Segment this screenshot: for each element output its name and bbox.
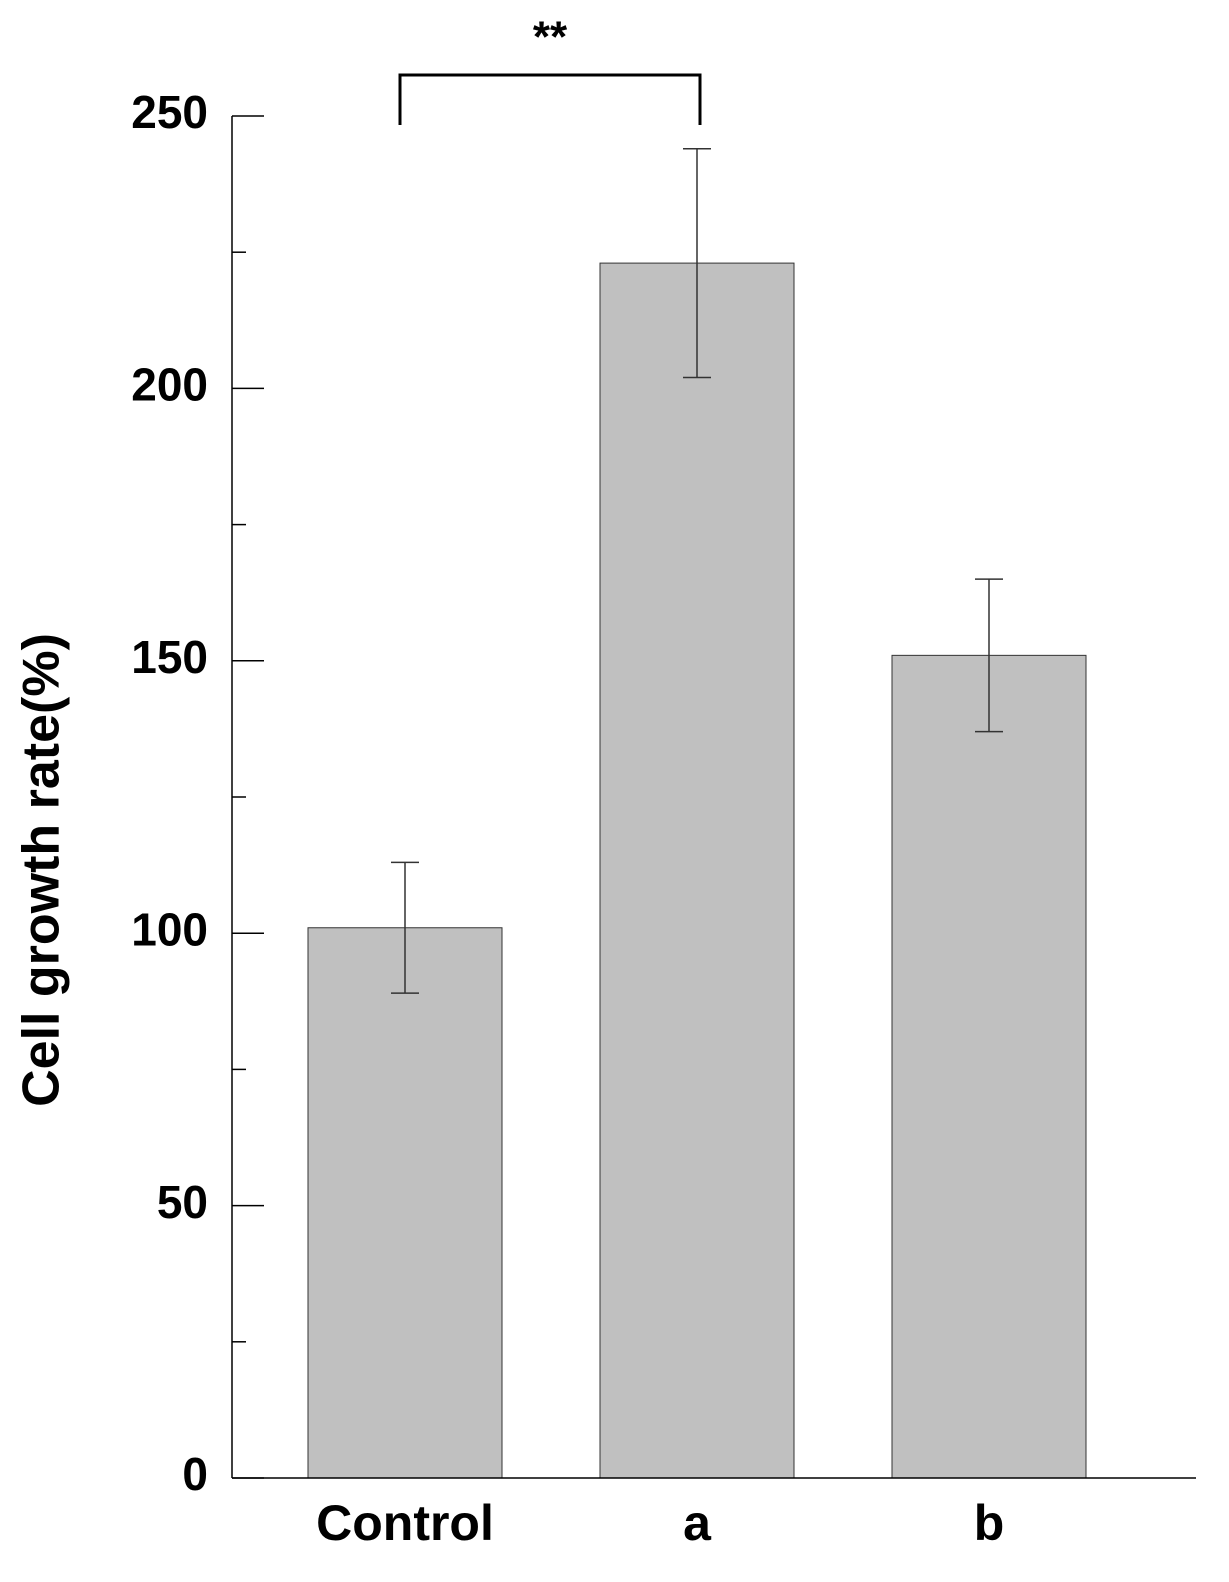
bar (891, 654, 1087, 1479)
significance-bracket (398, 73, 702, 125)
y-tick-label: 200 (131, 359, 208, 411)
x-tick-label: b (974, 1495, 1005, 1551)
significance-label: ** (533, 13, 568, 62)
y-tick-label: 150 (131, 631, 208, 683)
x-tick-label: Control (316, 1495, 494, 1551)
x-tick-label: a (683, 1495, 712, 1551)
bar (599, 262, 795, 1479)
y-tick-label: 50 (157, 1176, 208, 1228)
y-tick-label: 0 (182, 1448, 208, 1500)
y-tick-label: 100 (131, 903, 208, 955)
y-tick-label: 250 (131, 86, 208, 138)
y-axis-label: Cell growth rate(%) (13, 633, 71, 1107)
bar (307, 927, 503, 1479)
